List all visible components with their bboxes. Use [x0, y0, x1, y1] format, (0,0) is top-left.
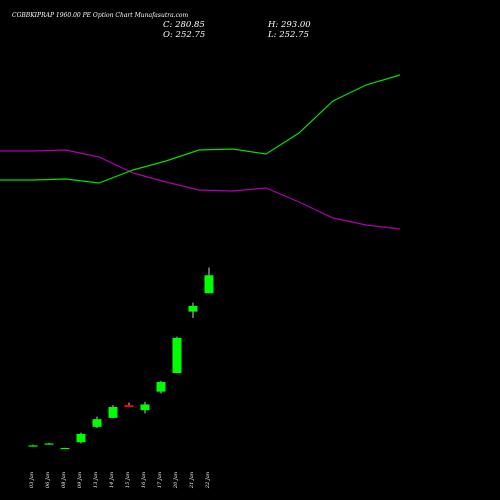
x-tick-label: 14 Jan — [109, 472, 115, 488]
x-tick-label: 20 Jan — [173, 472, 179, 489]
candle-body — [140, 404, 150, 411]
x-tick-label: 03 Jan — [29, 472, 35, 488]
x-tick-label: 21 Jan — [189, 472, 195, 489]
x-tick-label: 08 Jan — [61, 472, 67, 488]
low-value: L: 252.75 — [268, 30, 309, 40]
x-tick-label: 15 Jan — [125, 472, 131, 488]
x-axis-ticks: 03 Jan 06 Jan 08 Jan 09 Jan 13 Jan 14 Jan 15 J… — [29, 472, 211, 489]
candle-body — [156, 382, 166, 392]
chart-title: CGBBKIPRAP 1960.00 PE Option Chart Munaf… — [12, 12, 189, 19]
candle-body — [76, 433, 86, 443]
candle-body — [60, 447, 70, 450]
candle-body — [124, 405, 134, 407]
high-value: H: 293.00 — [268, 20, 311, 30]
x-tick-label: 09 Jan — [77, 472, 83, 488]
x-tick-label: 06 Jan — [45, 472, 51, 488]
candle-body — [92, 419, 102, 427]
candle-body — [28, 445, 38, 447]
close-value: C: 280.85 — [163, 20, 205, 30]
candle-body — [188, 305, 198, 312]
green-indicator-line — [0, 74, 401, 184]
open-value: O: 252.75 — [163, 30, 206, 40]
x-tick-label: 17 Jan — [157, 472, 163, 488]
x-tick-label: 16 Jan — [141, 472, 147, 488]
chart-header: CGBBKIPRAP 1960.00 PE Option Chart Munaf… — [0, 8, 500, 44]
indicator-lines — [0, 74, 401, 230]
candlesticks — [28, 267, 214, 450]
candle-body — [204, 275, 214, 294]
x-tick-label: 22 Jan — [205, 472, 211, 489]
candle-body — [172, 337, 182, 374]
x-tick-label: 13 Jan — [93, 472, 99, 488]
candle-body — [44, 443, 54, 445]
magenta-indicator-line — [0, 149, 401, 230]
candle-body — [108, 407, 118, 418]
